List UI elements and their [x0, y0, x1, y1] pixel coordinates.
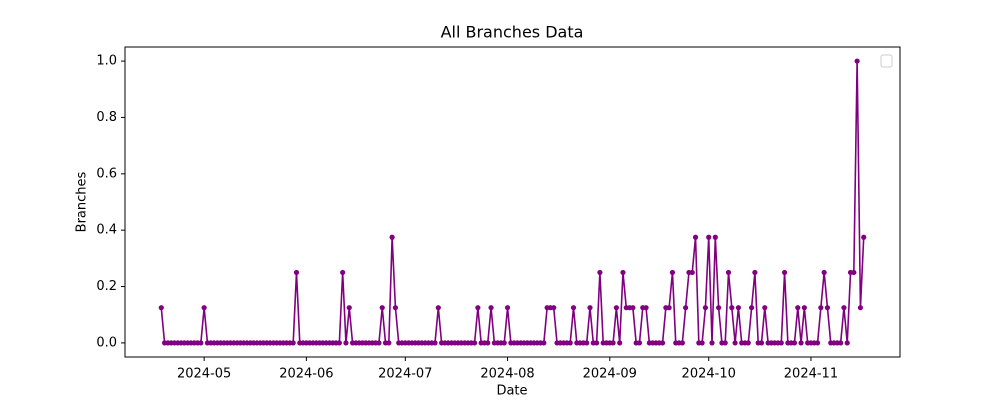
data-point [630, 305, 636, 311]
data-point [290, 340, 296, 346]
x-tick-label: 2024-06 [279, 367, 333, 382]
y-axis-label: Branches [75, 171, 90, 232]
data-point [617, 340, 623, 346]
x-tick-label: 2024-08 [480, 367, 534, 382]
data-point [854, 58, 860, 64]
data-point [689, 269, 695, 276]
data-point [818, 305, 824, 311]
data-point [791, 340, 798, 346]
y-tick-label: 0.0 [96, 335, 117, 350]
x-axis-label: Date [496, 384, 527, 399]
data-point [336, 340, 342, 346]
data-point [821, 269, 827, 276]
x-tick-label: 2024-11 [784, 367, 838, 382]
data-point [745, 340, 751, 346]
data-point [801, 305, 807, 311]
y-tick-label: 0.8 [96, 110, 117, 125]
data-point [752, 269, 758, 276]
data-point [666, 305, 672, 311]
data-point [683, 305, 689, 311]
data-point [198, 340, 204, 346]
data-point [712, 234, 718, 240]
data-point [597, 269, 603, 276]
data-point [432, 340, 438, 346]
data-point [158, 305, 164, 311]
data-point [851, 269, 857, 276]
data-point [814, 340, 821, 346]
data-point [541, 340, 547, 346]
data-point [824, 305, 831, 311]
data-point [501, 340, 507, 346]
data-point [567, 340, 573, 346]
data-point [725, 269, 732, 276]
data-point [798, 340, 804, 346]
data-point [669, 269, 676, 276]
data-point [748, 305, 755, 311]
data-point [709, 340, 715, 346]
data-point [692, 234, 699, 240]
y-tick-label: 1.0 [96, 54, 117, 69]
data-point [762, 305, 768, 311]
data-point [679, 340, 685, 346]
data-point [758, 340, 765, 346]
x-tick-label: 2024-10 [682, 367, 736, 382]
data-point [551, 305, 557, 311]
data-point [735, 305, 742, 311]
plot-area [158, 58, 867, 346]
x-tick-label: 2024-05 [177, 367, 231, 382]
data-point [722, 340, 728, 346]
data-point [861, 234, 867, 240]
data-point [593, 340, 600, 346]
data-point [201, 305, 207, 311]
data-point [620, 269, 626, 276]
data-point [613, 305, 619, 311]
data-point [778, 340, 784, 346]
data-point [699, 340, 705, 346]
data-point [570, 305, 577, 311]
data-point [610, 340, 616, 346]
data-point [643, 305, 649, 311]
data-point [729, 305, 735, 311]
data-point [636, 340, 643, 346]
data-point [587, 305, 593, 311]
data-point [376, 340, 382, 346]
y-tick-label: 0.4 [96, 223, 117, 238]
data-point [379, 305, 385, 311]
data-point [838, 340, 844, 346]
data-point [386, 340, 392, 346]
data-point [706, 234, 712, 240]
x-tick-label: 2024-07 [378, 367, 432, 382]
data-point [293, 269, 300, 276]
data-point [857, 305, 864, 311]
data-point [485, 340, 491, 346]
data-point [732, 340, 738, 346]
y-tick-label: 0.2 [96, 279, 117, 294]
chart-title: All Branches Data [441, 23, 584, 42]
data-point [841, 305, 847, 311]
data-point [340, 269, 346, 276]
data-point [435, 305, 441, 311]
data-point [389, 234, 395, 240]
data-point [659, 340, 666, 346]
data-point [504, 305, 511, 311]
axes-frame [124, 46, 901, 358]
data-point [702, 305, 709, 311]
data-point [844, 340, 850, 346]
data-point [343, 340, 349, 346]
data-point [781, 269, 788, 276]
data-point [795, 305, 801, 311]
data-point [471, 340, 478, 346]
y-tick-label: 0.6 [96, 166, 117, 181]
data-point [488, 305, 494, 311]
data-point [346, 305, 352, 311]
x-tick-label: 2024-09 [583, 367, 637, 382]
data-point [716, 305, 722, 311]
data-point [475, 305, 481, 311]
data-point [584, 340, 590, 346]
data-point [392, 305, 399, 311]
legend-box [880, 54, 893, 68]
